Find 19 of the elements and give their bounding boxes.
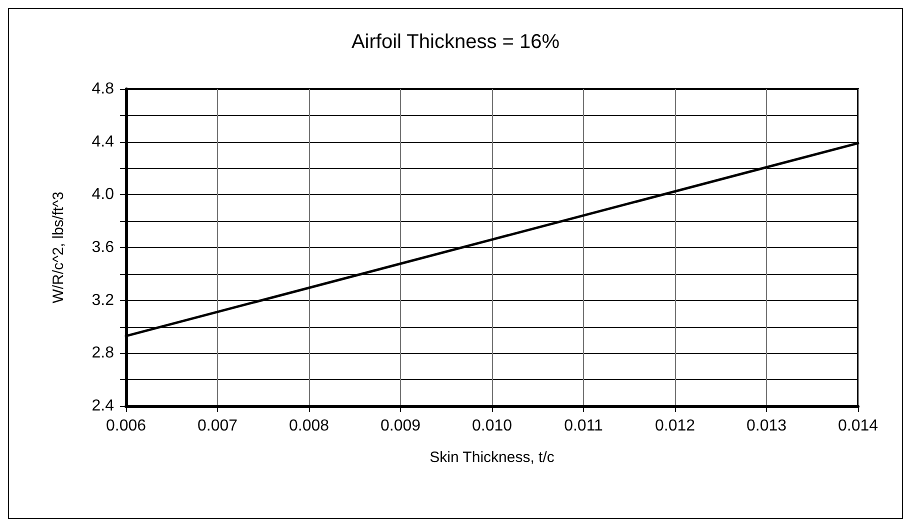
y-axis-title: W/R/c^2, lbs/ft^3: [50, 192, 67, 304]
y-tick-label: 3.6: [92, 239, 114, 256]
x-tick-label: 0.013: [746, 418, 787, 434]
y-tick-label: 2.4: [92, 398, 114, 414]
x-tick-label: 0.009: [380, 418, 421, 434]
x-tick-label: 0.010: [472, 418, 512, 434]
y-tick-label: 4.0: [92, 186, 114, 204]
chart-title: Airfoil Thickness = 16%: [351, 31, 560, 53]
x-axis-title: Skin Thickness, t/c: [430, 449, 555, 466]
x-tick-label: 0.014: [838, 418, 878, 434]
x-tick-label: 0.012: [654, 418, 696, 434]
y-tick-label: 3.2: [92, 292, 114, 309]
x-tick-label: 0.007: [197, 418, 238, 434]
x-tick-label: 0.008: [288, 418, 330, 434]
y-tick-label: 4.8: [92, 80, 114, 98]
y-tick-label: 4.4: [92, 133, 114, 150]
x-tick-label: 0.006: [106, 418, 146, 434]
x-tick-label: 0.011: [564, 418, 604, 434]
y-tick-label: 2.8: [92, 344, 114, 362]
